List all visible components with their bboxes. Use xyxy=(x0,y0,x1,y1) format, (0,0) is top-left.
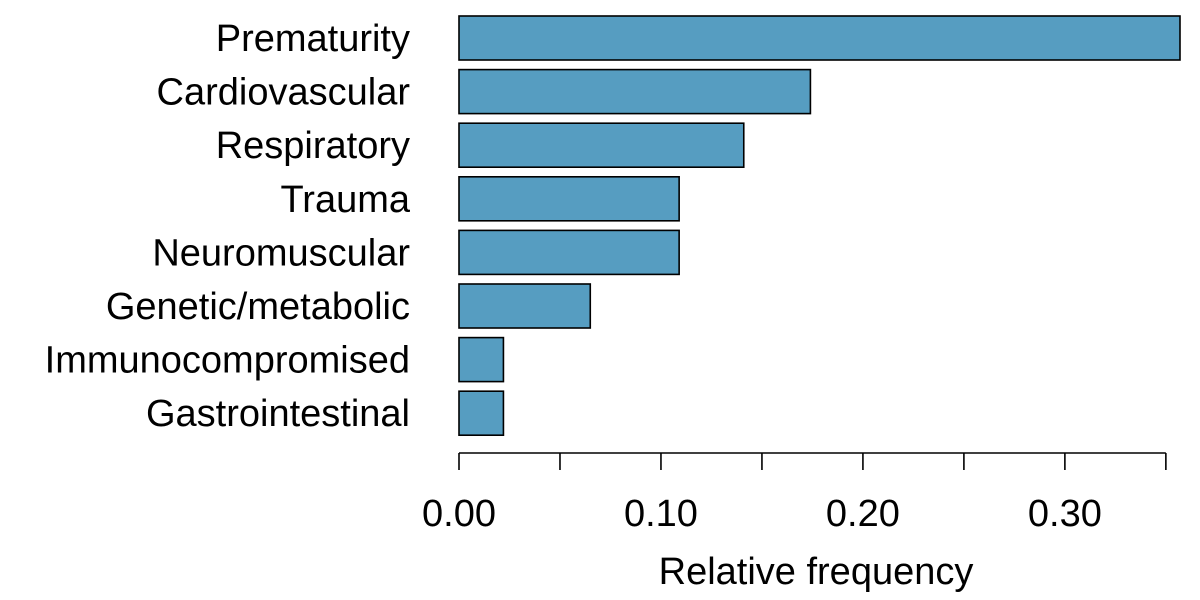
category-label: Trauma xyxy=(280,179,410,221)
x-axis-title: Relative frequency xyxy=(659,551,974,593)
category-label: Prematurity xyxy=(216,18,410,60)
category-label: Immunocompromised xyxy=(45,340,410,382)
category-label: Gastrointestinal xyxy=(146,393,410,435)
bar-1 xyxy=(458,68,812,115)
bar-5 xyxy=(458,283,592,329)
bar-6 xyxy=(458,336,505,383)
category-label: Neuromuscular xyxy=(152,232,410,274)
bar-3 xyxy=(458,176,680,222)
category-label: Cardiovascular xyxy=(157,72,411,114)
x-axis: 0.00 0.10 0.20 0.30 xyxy=(422,452,1167,535)
x-tick-label: 0.30 xyxy=(1028,493,1102,535)
bar-0 xyxy=(458,15,1181,61)
x-tick-label: 0.10 xyxy=(624,493,698,535)
bars xyxy=(458,15,1181,437)
x-tick-label: 0.00 xyxy=(422,493,496,535)
x-tick-label: 0.20 xyxy=(826,493,900,535)
bar-4 xyxy=(458,229,680,276)
category-labels: Prematurity Cardiovascular Respiratory Trau… xyxy=(45,18,411,435)
bar-7 xyxy=(458,390,505,437)
category-label: Respiratory xyxy=(216,125,410,167)
category-label: Genetic/metabolic xyxy=(106,286,410,328)
bar-2 xyxy=(458,122,745,168)
